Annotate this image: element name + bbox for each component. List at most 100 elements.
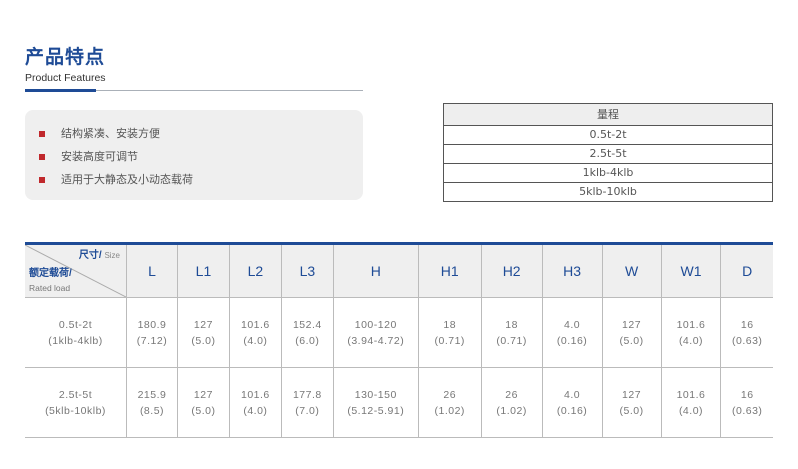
- value-cell: 127 (5.0): [601, 367, 662, 438]
- column-header-l2: L2: [228, 243, 282, 298]
- range-cell: 2.5t-5t: [443, 144, 773, 164]
- column-header-l1: L1: [176, 243, 230, 298]
- features-panel: 结构紧凑、安装方便 安装高度可调节 适用于大静态及小动态载荷: [25, 110, 363, 200]
- column-header-l: L: [126, 243, 178, 298]
- column-header-h2: H2: [480, 243, 543, 298]
- value-cell: 100-120 (3.94-4.72): [332, 297, 419, 368]
- value-cell: 18 (0.71): [480, 297, 543, 368]
- value-cell: 16 (0.63): [720, 367, 773, 438]
- range-cell: 5klb-10klb: [443, 182, 773, 202]
- range-header: 量程: [443, 103, 773, 126]
- square-bullet-icon: [39, 153, 45, 160]
- imperial-value: (6.0): [295, 334, 320, 347]
- value-cell: 101.6 (4.0): [660, 367, 721, 438]
- metric-value: 127: [193, 318, 213, 331]
- imperial-value: (0.16): [556, 334, 588, 347]
- value-cell: 26 (1.02): [480, 367, 543, 438]
- metric-value: 101.6: [241, 388, 270, 401]
- feature-text: 安装高度可调节: [61, 149, 138, 163]
- metric-value: 130-150: [354, 388, 397, 401]
- size-label: 尺寸/ Size: [79, 249, 120, 263]
- value-cell: 101.6 (4.0): [228, 297, 282, 368]
- imperial-value: (3.94-4.72): [347, 334, 405, 347]
- imperial-value: (0.16): [556, 404, 588, 417]
- value-cell: 215.9 (8.5): [126, 367, 178, 438]
- value-cell: 177.8 (7.0): [280, 367, 334, 438]
- imperial-value: (7.0): [295, 404, 320, 417]
- value-cell: 16 (0.63): [720, 297, 773, 368]
- feature-item: 结构紧凑、安装方便: [25, 122, 363, 145]
- column-header-w1: W1: [660, 243, 721, 298]
- imperial-value: (4.0): [678, 404, 704, 417]
- metric-value: 180.9: [137, 318, 167, 331]
- value-cell: 101.6 (4.0): [660, 297, 721, 368]
- value-cell: 127 (5.0): [176, 367, 230, 438]
- value-cell: 130-150 (5.12-5.91): [332, 367, 419, 438]
- metric-value: 101.6: [241, 318, 270, 331]
- table-row: 0.5t-2t (1klb-4klb) 180.9 (7.12) 127 (5.0) 101…: [25, 297, 773, 368]
- section-subtitle: Product Features: [25, 72, 106, 84]
- column-header-l3: L3: [280, 243, 334, 298]
- metric-value: 127: [622, 318, 642, 331]
- value-cell: 127 (5.0): [176, 297, 230, 368]
- column-header-w: W: [601, 243, 662, 298]
- imperial-value: (0.71): [496, 334, 527, 347]
- load-cell: 2.5t-5t (5klb-10klb): [25, 367, 127, 438]
- feature-item: 适用于大静态及小动态载荷: [25, 168, 363, 191]
- size-label-en: Size: [104, 251, 120, 260]
- imperial-value: (0.71): [434, 334, 465, 347]
- imperial-value: (5.0): [619, 404, 644, 417]
- metric-value: 4.0: [564, 388, 581, 401]
- metric-value: 18: [443, 318, 457, 331]
- value-cell: 101.6 (4.0): [228, 367, 282, 438]
- spec-table: 尺寸/ Size 额定载荷/ Rated load L L1 L2 L3 H H1 H2 H3…: [25, 242, 773, 438]
- diagonal-line: [25, 245, 126, 297]
- imperial-value: (4.0): [243, 404, 268, 417]
- load-label-en: Rated load: [29, 283, 71, 293]
- metric-value: 177.8: [292, 388, 322, 401]
- divider: [25, 90, 363, 91]
- load-value-alt: (1klb-4klb): [48, 334, 103, 347]
- value-cell: 127 (5.0): [601, 297, 662, 368]
- imperial-value: (1.02): [434, 404, 465, 417]
- imperial-value: (0.63): [732, 404, 763, 417]
- column-header-h1: H1: [417, 243, 482, 298]
- square-bullet-icon: [39, 176, 45, 183]
- column-header-h3: H3: [541, 243, 603, 298]
- metric-value: 101.6: [676, 388, 706, 401]
- load-value-alt: (5klb-10klb): [45, 404, 106, 417]
- corner-box: 尺寸/ Size 额定载荷/ Rated load: [25, 245, 126, 297]
- metric-value: 16: [740, 388, 754, 401]
- load-value: 0.5t-2t: [58, 318, 93, 331]
- metric-value: 100-120: [354, 318, 397, 331]
- load-label-cn: 额定载荷/: [29, 268, 72, 279]
- size-label-cn: 尺寸/: [78, 250, 102, 261]
- divider-accent: [25, 89, 96, 92]
- table-row: 2.5t-5t (5klb-10klb) 215.9 (8.5) 127 (5.0) 101…: [25, 367, 773, 438]
- imperial-value: (5.0): [191, 404, 216, 417]
- feature-text: 适用于大静态及小动态载荷: [61, 172, 193, 186]
- column-header-d: D: [720, 243, 773, 298]
- metric-value: 26: [505, 388, 518, 401]
- metric-value: 152.4: [292, 318, 322, 331]
- section-title: 产品特点: [25, 46, 106, 68]
- feature-item: 安装高度可调节: [25, 145, 363, 168]
- corner-header: 尺寸/ Size 额定载荷/ Rated load: [25, 243, 127, 298]
- value-cell: 180.9 (7.12): [126, 297, 178, 368]
- metric-value: 101.6: [676, 318, 706, 331]
- metric-value: 16: [740, 318, 754, 331]
- imperial-value: (8.5): [139, 404, 165, 417]
- metric-value: 18: [505, 318, 518, 331]
- imperial-value: (0.63): [732, 334, 763, 347]
- feature-text: 结构紧凑、安装方便: [61, 126, 160, 140]
- metric-value: 127: [622, 388, 642, 401]
- value-cell: 152.4 (6.0): [280, 297, 334, 368]
- metric-value: 4.0: [564, 318, 581, 331]
- imperial-value: (7.12): [136, 334, 168, 347]
- imperial-value: (4.0): [678, 334, 704, 347]
- value-cell: 18 (0.71): [417, 297, 482, 368]
- square-bullet-icon: [39, 130, 45, 137]
- load-value: 2.5t-5t: [58, 388, 93, 401]
- column-header-h: H: [332, 243, 419, 298]
- imperial-value: (5.12-5.91): [347, 404, 405, 417]
